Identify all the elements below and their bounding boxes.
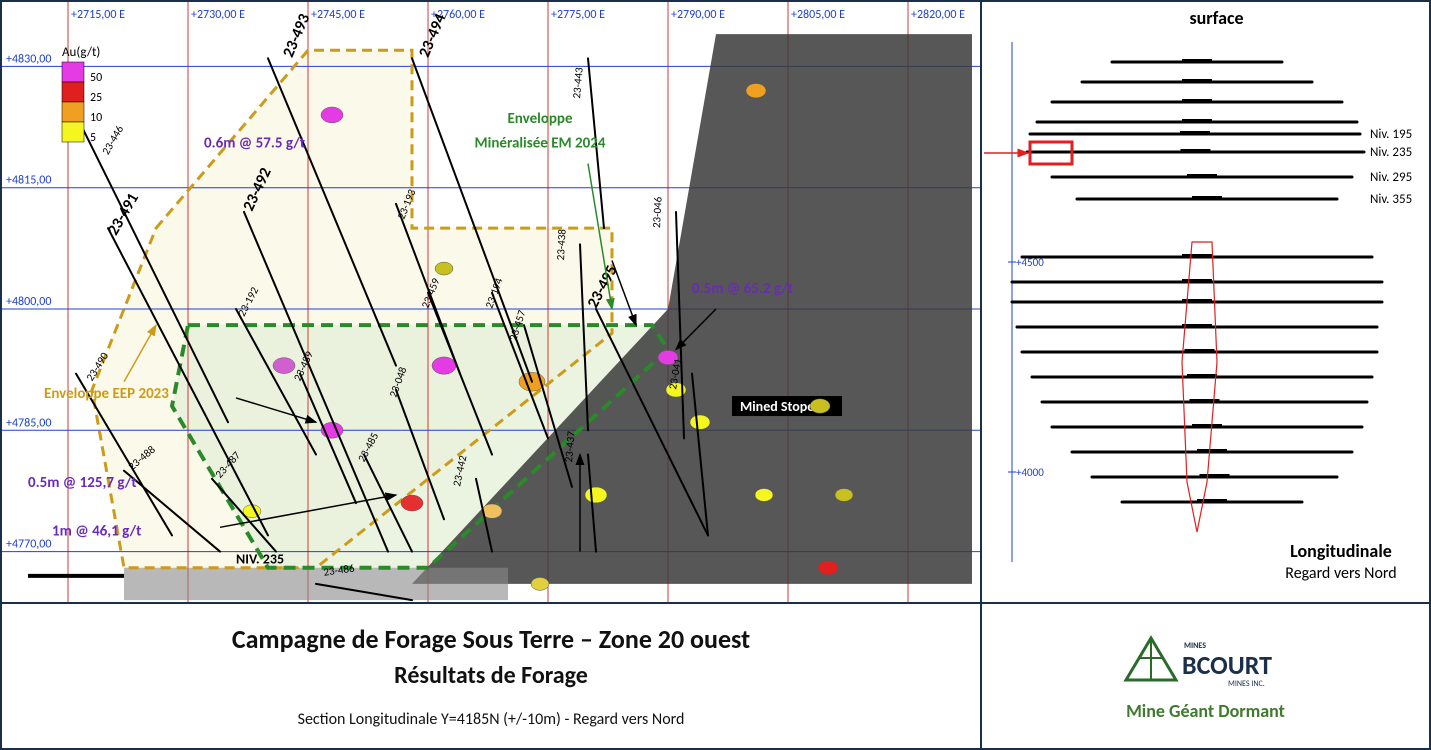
grid-label-north: +4830,00	[6, 52, 51, 66]
assay-marker	[818, 561, 838, 575]
grid-label-east: +2775,00 E	[551, 8, 605, 22]
long-title: surface	[1189, 7, 1243, 29]
long-subtitle-1: Longitudinale	[1290, 540, 1392, 562]
long-ore-outline	[1182, 242, 1217, 532]
main-section-panel: +2715,00 E+2730,00 E+2745,00 E+2760,00 E…	[2, 2, 982, 602]
logo-panel: MINES BCOURT MINES INC. Mine Géant Dorma…	[982, 602, 1429, 748]
drill-hole-label: 23-494	[415, 11, 450, 60]
long-level-label: Niv. 195	[1370, 127, 1412, 142]
grid-label-east: +2745,00 E	[311, 8, 365, 22]
assay-annotation: 0.5m @ 125,7 g/t	[28, 474, 137, 492]
envelope-2024-label-2: Minéralisée EM 2024	[475, 134, 606, 152]
grid-label-north: +4785,00	[6, 416, 51, 430]
assay-marker	[746, 83, 766, 97]
assay-marker	[835, 488, 853, 501]
drill-hole-label: 23-438	[554, 228, 569, 260]
legend-swatch	[62, 62, 84, 82]
title-main: Campagne de Forage Sous Terre – Zone 20 …	[232, 623, 750, 655]
grid-label-east: +2790,00 E	[671, 8, 725, 22]
title-caption: Section Longitudinale Y=4185N (+/-10m) -…	[298, 710, 685, 729]
envelope-2024-label-1: Enveloppe	[507, 110, 573, 128]
legend-swatch	[62, 102, 84, 122]
legend-swatch	[62, 122, 84, 142]
stope-label: Mined Stope	[740, 398, 814, 415]
grid-label-east: +2805,00 E	[791, 8, 845, 22]
mine-name: Mine Géant Dormant	[1126, 700, 1285, 722]
longitudinal-panel: surface+4500+4000Niv. 195Niv. 235Niv. 29…	[982, 2, 1429, 602]
legend-value: 50	[90, 71, 102, 85]
assay-marker	[690, 415, 710, 429]
legend-value: 10	[90, 111, 102, 125]
long-subtitle-2: Regard vers Nord	[1285, 564, 1396, 583]
long-level-label: Niv. 355	[1370, 192, 1412, 207]
abcourt-logo: MINES BCOURT MINES INC.	[1106, 630, 1306, 690]
grid-label-east: +2715,00 E	[71, 8, 125, 22]
assay-marker	[531, 577, 549, 590]
title-panel: Campagne de Forage Sous Terre – Zone 20 …	[2, 602, 982, 748]
longitudinal-svg: surface+4500+4000Niv. 195Niv. 235Niv. 29…	[982, 2, 1429, 602]
grid-label-east: +2730,00 E	[191, 8, 245, 22]
long-level-label: Niv. 295	[1370, 170, 1412, 185]
svg-text:MINES INC.: MINES INC.	[1228, 679, 1265, 689]
drill-hole-label: 23-443	[570, 66, 586, 99]
envelope-2023-label: Enveloppe EEP 2023	[44, 385, 169, 403]
assay-marker	[321, 107, 343, 123]
main-section-svg: +2715,00 E+2730,00 E+2745,00 E+2760,00 E…	[2, 2, 982, 602]
assay-annotation: 0.5m @ 65.2 g/t	[692, 280, 793, 298]
long-level-label: Niv. 235	[1370, 145, 1412, 160]
grid-label-east: +2820,00 E	[911, 8, 965, 22]
annotation-arrow	[612, 260, 636, 325]
assay-marker	[401, 495, 423, 511]
grid-label-north: +4800,00	[6, 295, 51, 309]
title-sub: Résultats de Forage	[394, 661, 588, 690]
assay-marker	[273, 358, 295, 374]
legend-value: 25	[90, 91, 102, 105]
long-tick-label: +4000	[1016, 466, 1044, 479]
assay-marker	[435, 262, 453, 275]
legend-title: Au(g/t)	[62, 45, 100, 60]
grid-label-north: +4770,00	[6, 538, 51, 552]
assay-marker	[755, 488, 773, 501]
svg-text:BCOURT: BCOURT	[1182, 649, 1272, 681]
assay-annotation: 0.6m @ 57.5 g/t	[204, 134, 305, 152]
drill-hole-label: 23-437	[562, 430, 578, 463]
assay-marker	[432, 357, 456, 374]
assay-marker	[810, 399, 830, 413]
legend-value: 5	[90, 131, 96, 145]
drill-hole-label: 23-046	[650, 196, 665, 228]
grid-label-north: +4815,00	[6, 174, 51, 188]
legend-swatch	[62, 82, 84, 102]
drill-hole-label: 23-491	[104, 190, 143, 239]
assay-marker	[585, 487, 607, 503]
assay-annotation: 1m @ 46,1 g/t	[52, 522, 141, 540]
drill-hole-label: 23-446	[99, 123, 126, 157]
